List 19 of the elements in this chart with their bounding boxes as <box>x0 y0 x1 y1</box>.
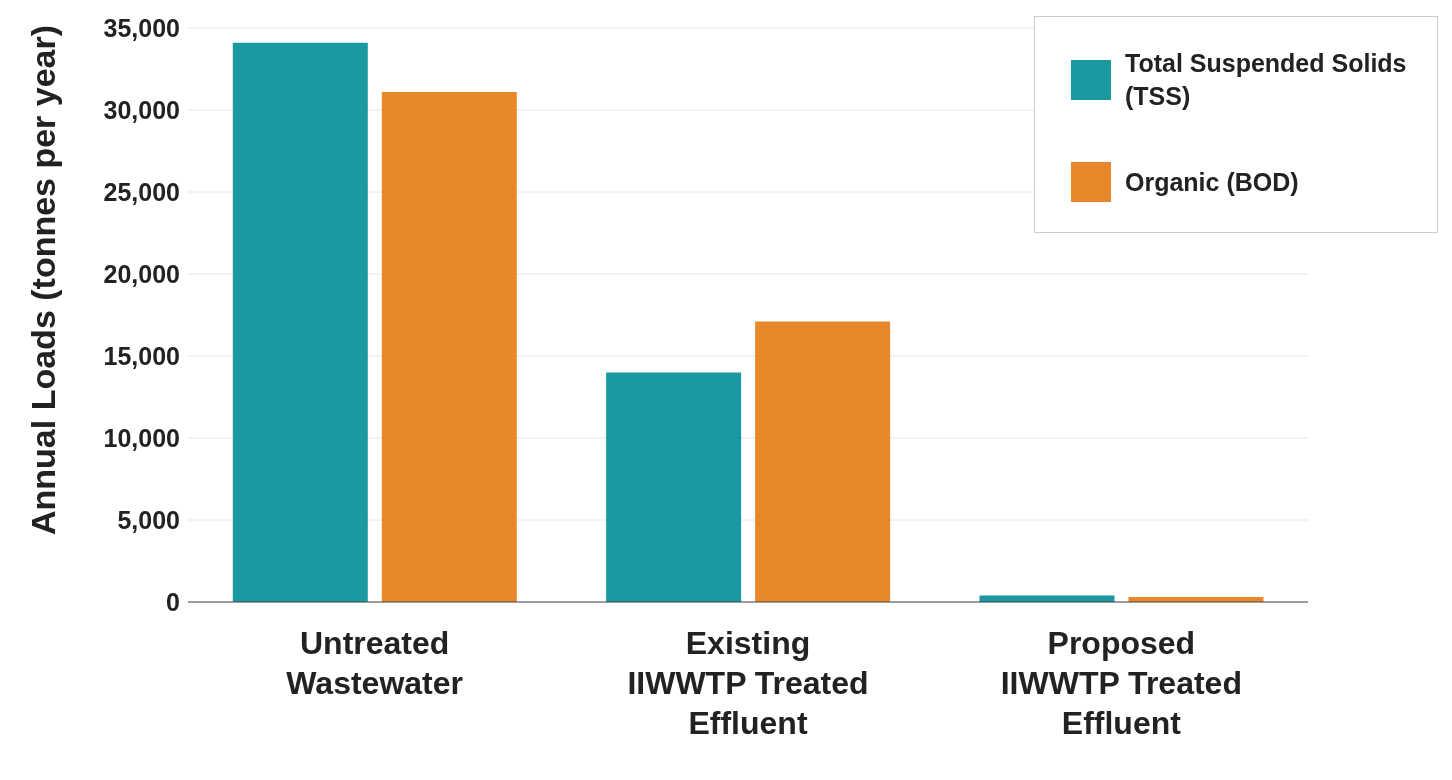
y-tick-label: 25,000 <box>103 177 180 206</box>
y-tick-label: 15,000 <box>103 341 180 370</box>
y-tick-label: 30,000 <box>103 95 180 124</box>
x-tick-label: Existing IIWWTP Treated Effluent <box>627 625 869 741</box>
bar <box>606 372 742 602</box>
y-axis-title: Annual Loads (tonnes per year) <box>24 24 63 535</box>
x-tick-label: Untreated Wastewater <box>286 625 463 701</box>
legend-label: Organic (BOD) <box>1125 166 1299 198</box>
bar <box>232 42 368 602</box>
y-tick-label: 20,000 <box>103 259 180 288</box>
y-tick-label: 0 <box>166 587 180 616</box>
bar <box>979 595 1115 602</box>
y-tick-label: 5,000 <box>117 505 180 534</box>
legend-label: Total Suspended Solids (TSS) <box>1125 48 1408 112</box>
x-tick-label: Proposed IIWWTP Treated Effluent <box>1000 625 1242 741</box>
y-tick-label: 35,000 <box>103 13 180 42</box>
bar <box>381 91 517 602</box>
y-tick-label: 10,000 <box>103 423 180 452</box>
bar <box>755 321 891 602</box>
